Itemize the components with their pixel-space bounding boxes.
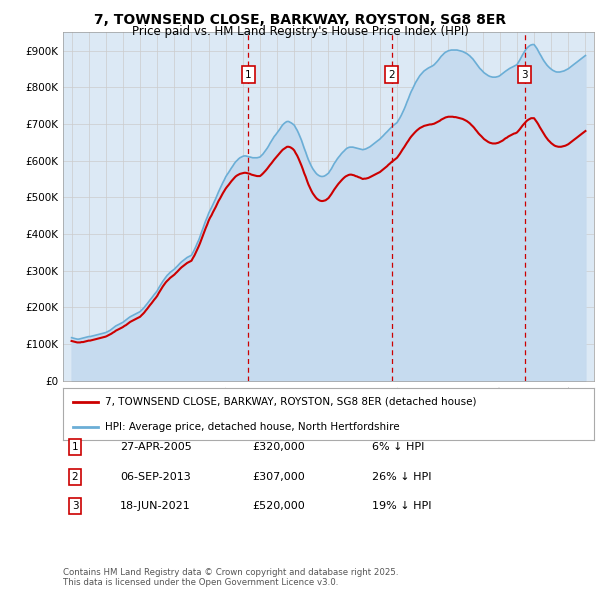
Text: 7, TOWNSEND CLOSE, BARKWAY, ROYSTON, SG8 8ER (detached house): 7, TOWNSEND CLOSE, BARKWAY, ROYSTON, SG8… — [106, 396, 477, 407]
Text: 2: 2 — [71, 472, 79, 481]
Text: 27-APR-2005: 27-APR-2005 — [120, 442, 192, 452]
Text: 1: 1 — [245, 70, 251, 80]
Text: 1: 1 — [71, 442, 79, 452]
Text: 6% ↓ HPI: 6% ↓ HPI — [372, 442, 424, 452]
Text: 06-SEP-2013: 06-SEP-2013 — [120, 472, 191, 481]
Text: HPI: Average price, detached house, North Hertfordshire: HPI: Average price, detached house, Nort… — [106, 422, 400, 431]
Text: 2: 2 — [388, 70, 395, 80]
Text: 18-JUN-2021: 18-JUN-2021 — [120, 502, 191, 511]
Text: Price paid vs. HM Land Registry's House Price Index (HPI): Price paid vs. HM Land Registry's House … — [131, 25, 469, 38]
Text: £520,000: £520,000 — [252, 502, 305, 511]
Text: 19% ↓ HPI: 19% ↓ HPI — [372, 502, 431, 511]
Text: 3: 3 — [521, 70, 528, 80]
Text: £307,000: £307,000 — [252, 472, 305, 481]
Text: £320,000: £320,000 — [252, 442, 305, 452]
Text: 26% ↓ HPI: 26% ↓ HPI — [372, 472, 431, 481]
Text: Contains HM Land Registry data © Crown copyright and database right 2025.
This d: Contains HM Land Registry data © Crown c… — [63, 568, 398, 587]
Text: 7, TOWNSEND CLOSE, BARKWAY, ROYSTON, SG8 8ER: 7, TOWNSEND CLOSE, BARKWAY, ROYSTON, SG8… — [94, 13, 506, 27]
Text: 3: 3 — [71, 502, 79, 511]
